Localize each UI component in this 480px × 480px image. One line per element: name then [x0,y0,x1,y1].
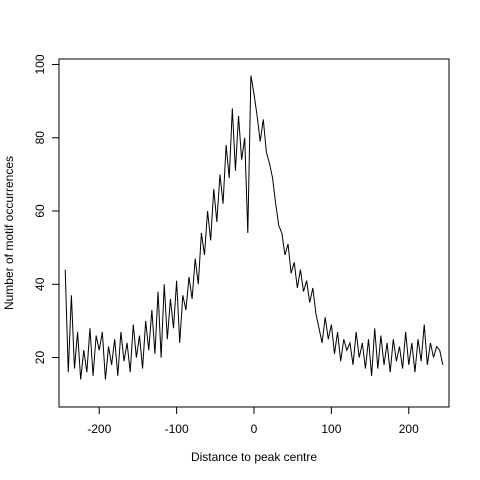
x-axis: -200 -100 0 100 200 [87,407,419,436]
y-axis-title: Number of motif occurrences [2,156,16,310]
y-tick-label: 20 [33,351,47,365]
y-axis: 20 40 60 80 100 [33,54,59,364]
x-tick-label: 0 [251,422,258,436]
plot-frame [58,58,450,408]
y-tick-label: 100 [33,54,47,74]
x-axis-title: Distance to peak centre [191,450,317,464]
x-tick-label: 100 [321,422,341,436]
x-tick-label: 200 [399,422,419,436]
y-tick-label: 80 [33,131,47,145]
x-tick-label: -200 [87,422,111,436]
y-tick-label: 40 [33,277,47,291]
y-tick-label: 60 [33,204,47,218]
series-line [64,75,444,380]
x-tick-label: -100 [165,422,189,436]
